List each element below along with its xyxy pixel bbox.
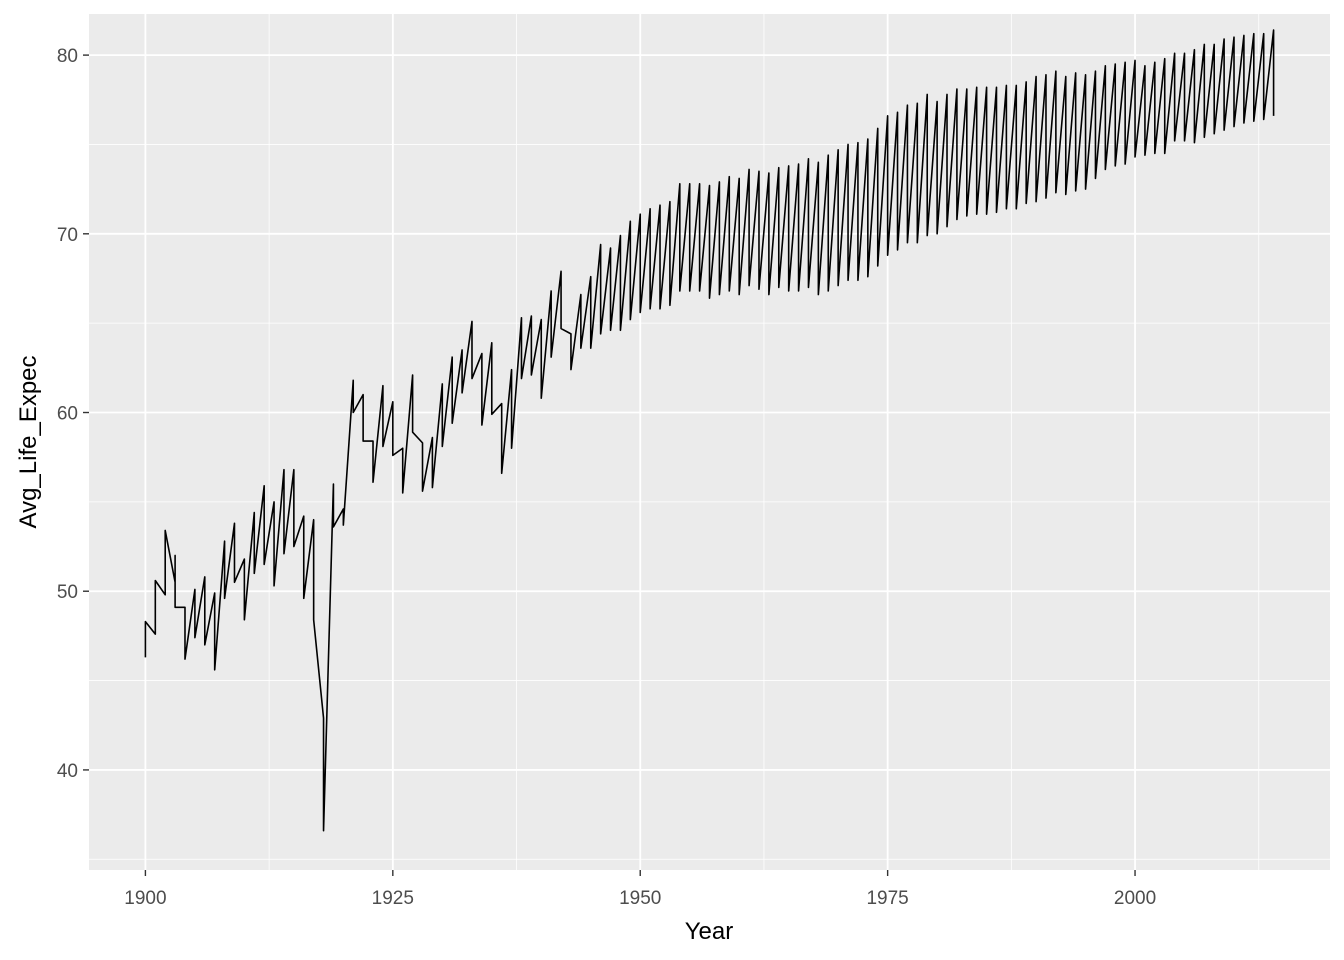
y-tick-label: 70	[57, 225, 78, 246]
x-tick-label: 1925	[372, 888, 414, 909]
x-tick-label: 1975	[866, 888, 908, 909]
y-tick-label: 40	[57, 761, 78, 782]
x-axis-title: Year	[685, 918, 734, 945]
x-axis: 1900 1925 1950 1975 2000	[124, 870, 1156, 909]
series-line	[144, 29, 1275, 832]
plot-panel	[89, 14, 1330, 870]
y-tick-label: 50	[57, 582, 78, 603]
grid-minor	[89, 14, 1330, 870]
x-tick-label: 1900	[124, 888, 166, 909]
y-tick-label: 60	[57, 404, 78, 425]
y-axis: 40 50 60 70 80	[57, 46, 89, 782]
x-tick-label: 2000	[1114, 888, 1156, 909]
y-axis-title: Avg_Life_Expec	[15, 355, 42, 528]
x-tick-label: 1950	[619, 888, 661, 909]
grid-major	[89, 14, 1330, 870]
y-tick-label: 80	[57, 46, 78, 67]
